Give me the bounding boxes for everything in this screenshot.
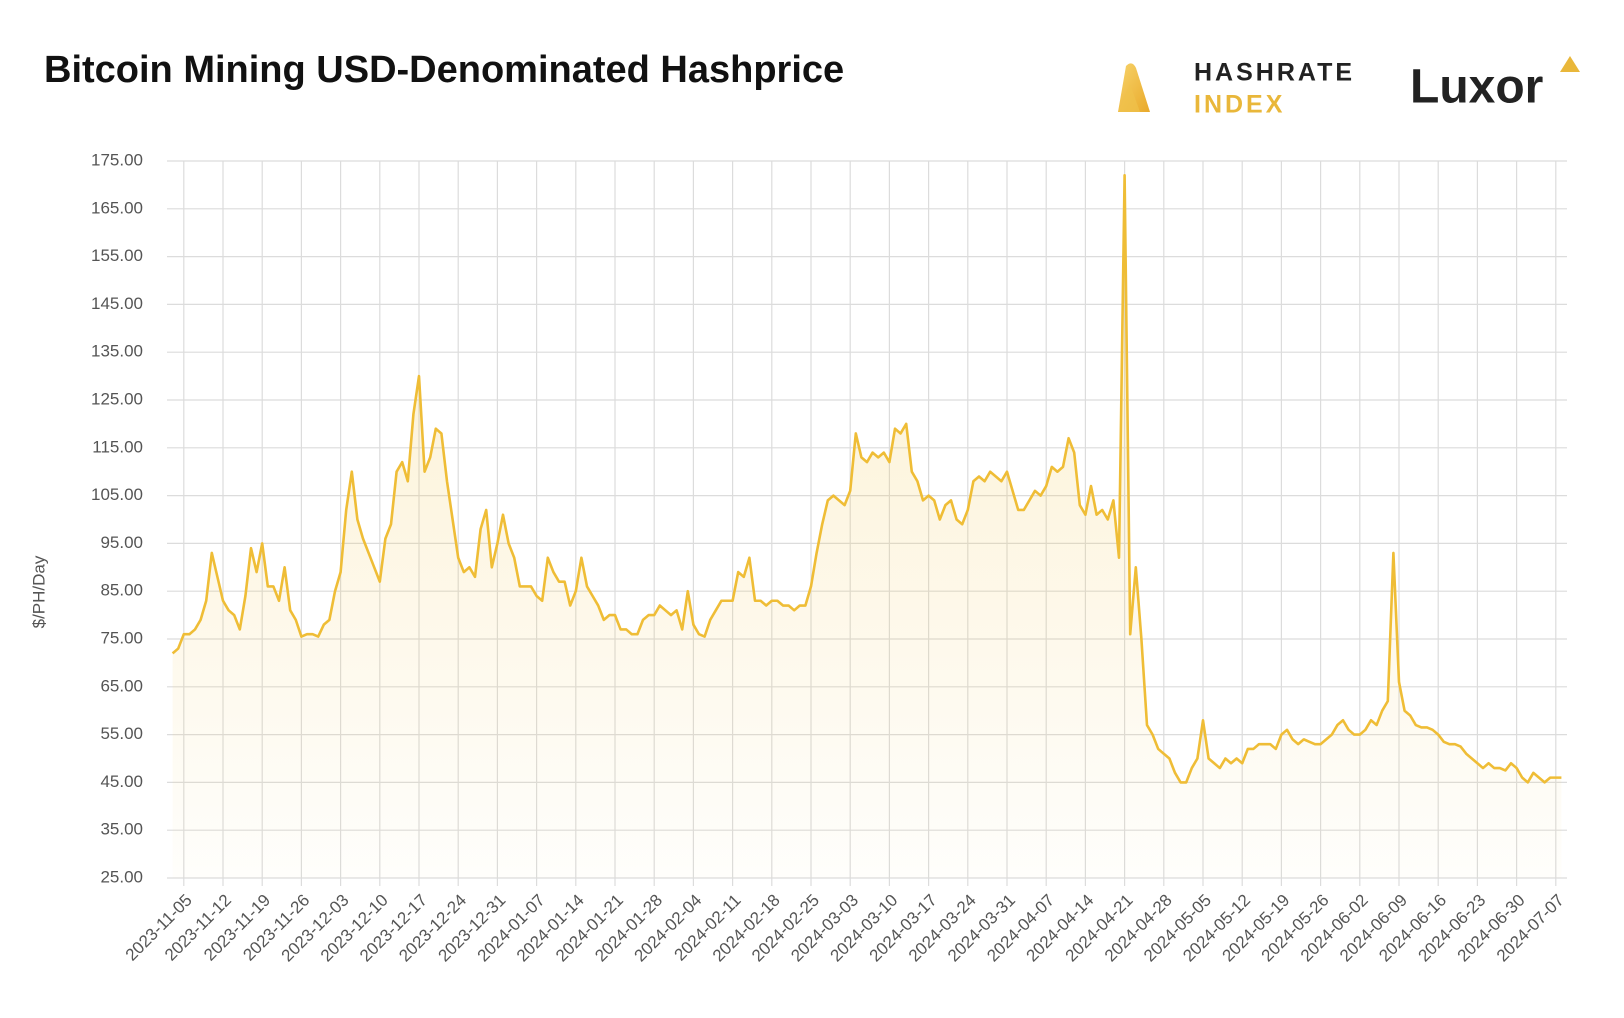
- brand-luxor: Luxor: [1410, 61, 1543, 114]
- luxor-logo: Luxor: [1410, 56, 1580, 114]
- y-tick-label: 125.00: [91, 389, 143, 408]
- y-tick-label: 165.00: [91, 198, 143, 217]
- y-tick-label: 35.00: [100, 820, 143, 839]
- y-tick-label: 75.00: [100, 628, 143, 647]
- y-tick-label: 145.00: [91, 294, 143, 313]
- data-line: [171, 174, 1562, 784]
- y-tick-label: 105.00: [91, 485, 143, 504]
- area-fill: [172, 175, 1562, 879]
- y-tick-label: 95.00: [100, 533, 143, 552]
- logo-icon: [1560, 56, 1580, 72]
- y-tick-label: 45.00: [100, 772, 143, 791]
- y-tick-label: 175.00: [91, 150, 143, 169]
- brand-hashrate: HASHRATE: [1194, 59, 1355, 87]
- y-tick-label: 115.00: [92, 437, 143, 456]
- y-tick-label: 135.00: [91, 342, 143, 361]
- y-tick-label: 55.00: [100, 724, 143, 743]
- logo-icon: [1118, 84, 1140, 112]
- chart-title: Bitcoin Mining USD-Denominated Hashprice: [44, 49, 844, 91]
- y-tick-label: 25.00: [100, 867, 143, 886]
- y-tick-label: 85.00: [100, 581, 143, 600]
- hashrate-index-logo: HASHRATE INDEX: [1118, 59, 1355, 119]
- y-tick-label: 65.00: [100, 676, 143, 695]
- y-axis-label: $/PH/Day: [29, 555, 48, 628]
- brand-index: INDEX: [1194, 91, 1285, 119]
- y-tick-label: 155.00: [91, 246, 143, 265]
